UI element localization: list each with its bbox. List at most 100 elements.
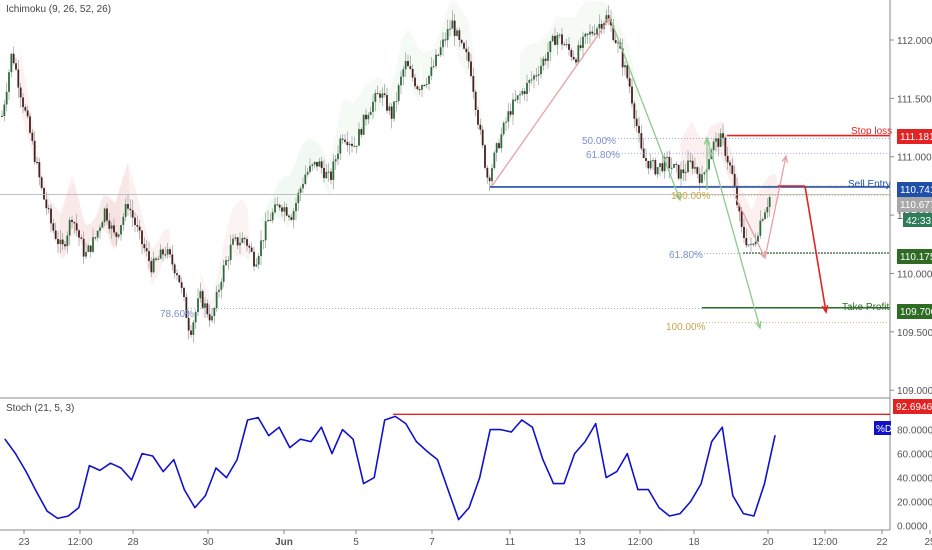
candle-body — [708, 159, 710, 170]
stoch-point — [616, 471, 618, 473]
candle-body — [45, 199, 48, 209]
stoch-point — [426, 450, 428, 452]
stoch-point — [299, 438, 301, 440]
analysis-drawings — [0, 16, 890, 330]
stoch-point — [690, 501, 692, 503]
candle-body — [360, 129, 363, 135]
stoch-point — [658, 507, 660, 509]
candle-body — [267, 219, 269, 222]
candle-body — [220, 281, 223, 290]
candle-body — [367, 114, 370, 120]
candle-body — [430, 67, 433, 76]
candle-body — [103, 208, 106, 223]
pink-arrow-up — [491, 17, 611, 187]
candle-body — [523, 91, 526, 94]
stoch-point — [57, 517, 59, 520]
candle-body — [724, 137, 727, 156]
candle-body — [547, 52, 549, 61]
candle-body — [337, 153, 339, 160]
candle-body — [92, 237, 94, 252]
candle-body — [313, 161, 316, 165]
candle-body — [460, 39, 463, 43]
candle-body — [362, 114, 365, 135]
candle-body — [425, 83, 428, 86]
green-arrow-down-head — [674, 192, 681, 202]
candle-body — [57, 239, 59, 244]
stop-loss-price-tag — [897, 129, 932, 144]
candle-body — [428, 75, 430, 84]
candle-body — [582, 36, 584, 48]
candle-body — [89, 245, 92, 252]
stoch-point — [700, 483, 702, 485]
candle-body — [234, 237, 237, 239]
time-tick-label: 11 — [505, 537, 516, 548]
candle-body — [481, 129, 484, 146]
candle-body — [570, 49, 573, 57]
candle-body — [696, 167, 699, 174]
candle-body — [680, 169, 682, 179]
candle-body — [85, 251, 87, 257]
candle-body — [5, 91, 8, 105]
candle-body — [467, 52, 470, 62]
candle-body — [106, 208, 108, 221]
candle-body — [386, 95, 388, 111]
stoch-point — [78, 507, 80, 509]
pink-arrow-up-2 — [764, 155, 787, 259]
stoch-tick-label: 20.0000 — [897, 498, 932, 509]
time-tick-label: Jun — [275, 537, 293, 548]
candle-body — [500, 134, 503, 149]
time-tick-label: 20 — [762, 537, 774, 548]
candle-body — [554, 35, 556, 45]
candle-body — [537, 74, 540, 76]
stoch-point — [447, 489, 449, 491]
stoch-point — [120, 467, 122, 469]
candle-body — [633, 103, 636, 119]
candle-body — [442, 39, 444, 48]
candle-body — [145, 248, 148, 252]
stoch-point — [373, 477, 375, 479]
candle-body — [330, 171, 332, 180]
candle-body — [299, 188, 302, 193]
candle-body — [131, 210, 134, 218]
candle-body — [159, 249, 162, 259]
candle-body — [169, 249, 171, 255]
candle-body — [176, 273, 178, 276]
candle-body — [36, 161, 38, 163]
candle-body — [530, 79, 533, 81]
candle-body — [495, 143, 498, 153]
candle-body — [731, 165, 734, 174]
candle-body — [243, 238, 246, 240]
candle-body — [311, 164, 314, 166]
stoch-point — [247, 419, 249, 421]
candle-body — [108, 220, 111, 229]
candle-body — [479, 124, 482, 130]
candle-body — [719, 133, 722, 147]
candle-body — [292, 211, 295, 220]
candle-body — [465, 48, 468, 53]
take-profit-price-tag — [897, 304, 932, 319]
stoch-point — [14, 453, 17, 455]
candle-body — [8, 72, 10, 92]
candle-body — [694, 167, 696, 169]
candle-body — [624, 65, 626, 68]
candle-body — [390, 106, 393, 119]
stoch-point — [626, 453, 628, 455]
candle-body — [75, 223, 78, 231]
stoch-level-tag — [893, 399, 932, 414]
d-series-tag — [874, 421, 891, 435]
candle-body — [379, 93, 381, 98]
candle-body — [43, 187, 45, 200]
pink-arrow-up-2-head — [781, 154, 789, 163]
candle-body — [318, 161, 321, 167]
candle-body — [558, 34, 561, 36]
candle-body — [768, 196, 771, 208]
candle-body — [306, 171, 309, 175]
candle-body — [344, 139, 346, 142]
candle-body — [631, 86, 633, 104]
stoch-point — [679, 513, 681, 515]
candle-body — [533, 75, 535, 80]
candle-body — [236, 237, 239, 246]
candle-body — [78, 230, 80, 238]
cloud-segment — [520, 0, 640, 162]
